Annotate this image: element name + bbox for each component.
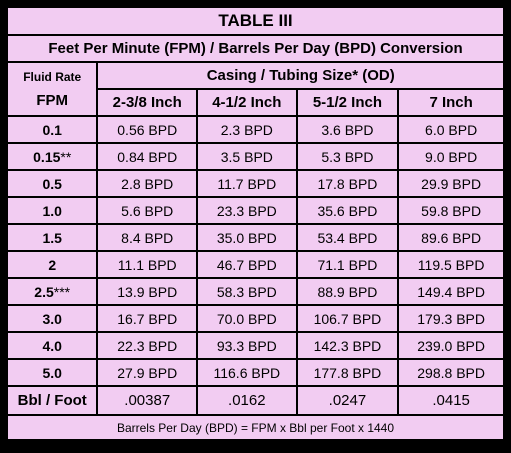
table-row: 0.15** 0.84 BPD 3.5 BPD 5.3 BPD 9.0 BPD bbox=[8, 144, 503, 169]
footnote-marker: *** bbox=[53, 283, 71, 300]
bpd-value-cell: 3.6 BPD bbox=[297, 117, 398, 142]
bpd-value-cell: 27.9 BPD bbox=[98, 360, 197, 385]
fpm-label: FPM bbox=[36, 91, 69, 109]
fpm-value: 1.5 bbox=[42, 229, 62, 246]
bpd-value-cell: 71.1 BPD bbox=[297, 252, 398, 277]
fpm-value: 0.1 bbox=[42, 121, 62, 138]
bbl-per-foot-value: .00387 bbox=[98, 387, 197, 414]
bpd-value-cell: 59.8 BPD bbox=[399, 198, 503, 223]
bpd-value-cell: 2.3 BPD bbox=[198, 117, 296, 142]
size-header: 4-1/2 Inch bbox=[198, 90, 296, 115]
fpm-value-cell: 1.5 bbox=[8, 225, 97, 250]
fpm-value-cell: 0.5 bbox=[8, 171, 97, 196]
fluid-rate-header: Fluid Rate FPM bbox=[8, 63, 97, 115]
bpd-value-cell: 16.7 BPD bbox=[98, 306, 197, 331]
fpm-value-cell: 3.0 bbox=[8, 306, 97, 331]
bpd-value-cell: 13.9 BPD bbox=[98, 279, 197, 304]
table-row: 5.0 27.9 BPD 116.6 BPD 177.8 BPD 298.8 BPD bbox=[8, 360, 503, 385]
bpd-value-cell: 3.5 BPD bbox=[198, 144, 296, 169]
bpd-value-cell: 0.84 BPD bbox=[98, 144, 197, 169]
bpd-value-cell: 35.0 BPD bbox=[198, 225, 296, 250]
bpd-value-cell: 58.3 BPD bbox=[198, 279, 296, 304]
fpm-value: 2 bbox=[48, 256, 57, 273]
table-row: 1.0 5.6 BPD 23.3 BPD 35.6 BPD 59.8 BPD bbox=[8, 198, 503, 223]
bpd-value-cell: 239.0 BPD bbox=[399, 333, 503, 358]
table-row: 2 11.1 BPD 46.7 BPD 71.1 BPD 119.5 BPD bbox=[8, 252, 503, 277]
bpd-value-cell: 119.5 BPD bbox=[399, 252, 503, 277]
formula-footnote: Barrels Per Day (BPD) = FPM x Bbl per Fo… bbox=[8, 416, 503, 439]
bpd-value-cell: 5.3 BPD bbox=[297, 144, 398, 169]
table-row: 2.5*** 13.9 BPD 58.3 BPD 88.9 BPD 149.4 BPD bbox=[8, 279, 503, 304]
fpm-value: 3.0 bbox=[42, 310, 62, 327]
fluid-rate-label: Fluid Rate bbox=[23, 69, 82, 84]
bbl-per-foot-value: .0247 bbox=[297, 387, 398, 414]
bpd-value-cell: 22.3 BPD bbox=[98, 333, 197, 358]
bpd-value-cell: 2.8 BPD bbox=[98, 171, 197, 196]
size-header: 5-1/2 Inch bbox=[297, 90, 398, 115]
footer-row: Barrels Per Day (BPD) = FPM x Bbl per Fo… bbox=[8, 416, 503, 439]
bpd-value-cell: 70.0 BPD bbox=[198, 306, 296, 331]
casing-size-header: Casing / Tubing Size* (OD) bbox=[98, 63, 503, 88]
fpm-value: 0.5 bbox=[42, 175, 62, 192]
fpm-value-cell: 5.0 bbox=[8, 360, 97, 385]
size-header: 7 Inch bbox=[399, 90, 503, 115]
size-header: 2-3/8 Inch bbox=[98, 90, 197, 115]
bpd-value-cell: 17.8 BPD bbox=[297, 171, 398, 196]
bpd-value-cell: 116.6 BPD bbox=[198, 360, 296, 385]
bbl-per-foot-row: Bbl / Foot .00387.0162.0247.0415 bbox=[8, 387, 503, 414]
bpd-value-cell: 93.3 BPD bbox=[198, 333, 296, 358]
bpd-value-cell: 89.6 BPD bbox=[399, 225, 503, 250]
bpd-value-cell: 35.6 BPD bbox=[297, 198, 398, 223]
fpm-value-cell: 1.0 bbox=[8, 198, 97, 223]
bpd-value-cell: 11.1 BPD bbox=[98, 252, 197, 277]
fpm-value: 4.0 bbox=[42, 337, 62, 354]
table-row: 0.1 0.56 BPD 2.3 BPD 3.6 BPD 6.0 BPD bbox=[8, 117, 503, 142]
footnote-marker: ** bbox=[60, 148, 72, 165]
bbl-per-foot-value: .0415 bbox=[399, 387, 503, 414]
bpd-value-cell: 142.3 BPD bbox=[297, 333, 398, 358]
bbl-per-foot-label: Bbl / Foot bbox=[8, 387, 97, 414]
bpd-value-cell: 9.0 BPD bbox=[399, 144, 503, 169]
conversion-table: TABLE III Feet Per Minute (FPM) / Barrel… bbox=[6, 6, 505, 441]
table-subtitle: Feet Per Minute (FPM) / Barrels Per Day … bbox=[8, 36, 503, 61]
table-row: 4.0 22.3 BPD 93.3 BPD 142.3 BPD 239.0 BPD bbox=[8, 333, 503, 358]
bpd-value-cell: 177.8 BPD bbox=[297, 360, 398, 385]
fpm-value-cell: 2.5*** bbox=[8, 279, 97, 304]
bpd-value-cell: 53.4 BPD bbox=[297, 225, 398, 250]
bpd-value-cell: 11.7 BPD bbox=[198, 171, 296, 196]
fpm-value-cell: 4.0 bbox=[8, 333, 97, 358]
fpm-value-cell: 2 bbox=[8, 252, 97, 277]
fpm-value: 0.15 bbox=[33, 148, 61, 165]
fpm-value: 2.5 bbox=[34, 283, 54, 300]
fpm-value-cell: 0.15** bbox=[8, 144, 97, 169]
table-row: 0.5 2.8 BPD 11.7 BPD 17.8 BPD 29.9 BPD bbox=[8, 171, 503, 196]
fpm-value-cell: 0.1 bbox=[8, 117, 97, 142]
table-row: 1.5 8.4 BPD 35.0 BPD 53.4 BPD 89.6 BPD bbox=[8, 225, 503, 250]
bpd-value-cell: 5.6 BPD bbox=[98, 198, 197, 223]
bpd-value-cell: 46.7 BPD bbox=[198, 252, 296, 277]
bpd-value-cell: 298.8 BPD bbox=[399, 360, 503, 385]
bpd-value-cell: 6.0 BPD bbox=[399, 117, 503, 142]
table-row: 3.0 16.7 BPD 70.0 BPD 106.7 BPD 179.3 BPD bbox=[8, 306, 503, 331]
bpd-value-cell: 23.3 BPD bbox=[198, 198, 296, 223]
bbl-per-foot-value: .0162 bbox=[198, 387, 296, 414]
bpd-value-cell: 179.3 BPD bbox=[399, 306, 503, 331]
fpm-value: 5.0 bbox=[42, 364, 62, 381]
bpd-value-cell: 0.56 BPD bbox=[98, 117, 197, 142]
bpd-value-cell: 106.7 BPD bbox=[297, 306, 398, 331]
bpd-value-cell: 88.9 BPD bbox=[297, 279, 398, 304]
bpd-value-cell: 149.4 BPD bbox=[399, 279, 503, 304]
bpd-value-cell: 29.9 BPD bbox=[399, 171, 503, 196]
fpm-value: 1.0 bbox=[42, 202, 62, 219]
table-title: TABLE III bbox=[8, 8, 503, 34]
bpd-value-cell: 8.4 BPD bbox=[98, 225, 197, 250]
